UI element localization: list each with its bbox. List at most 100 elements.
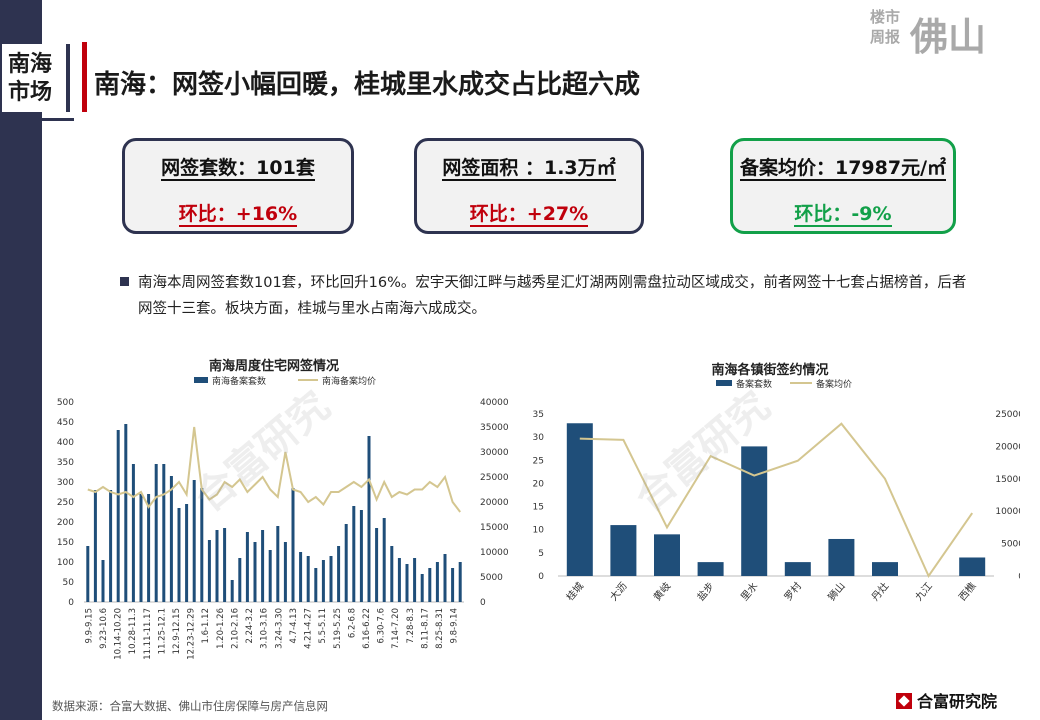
y-tick-label: 50 <box>63 578 75 588</box>
bar <box>784 562 811 576</box>
summary-paragraph: 南海本周网签套数101套，环比回升16%。宏宇天御江畔与越秀星汇灯湖两刚需盘拉动… <box>120 270 980 322</box>
x-tick-label: 9.8-9.14 <box>450 608 460 644</box>
bar <box>435 562 439 602</box>
bar <box>101 560 105 602</box>
bar <box>654 534 680 576</box>
y2-tick-label: 35000 <box>480 423 509 433</box>
company-logo-icon <box>896 693 912 709</box>
kpi-card-price: 备案均价：17987元/㎡ 环比：-9% <box>730 138 956 234</box>
bar <box>458 562 462 602</box>
x-tick-label: 6.16-6.22 <box>362 608 372 649</box>
bar <box>610 525 637 576</box>
x-tick-label: 桂城 <box>563 580 586 604</box>
bar <box>321 560 325 602</box>
y2-tick-label: 40000 <box>480 398 509 408</box>
bar <box>367 436 371 602</box>
data-source: 数据来源：合富大数据、佛山市住房保障与房产信息网 <box>52 699 328 713</box>
x-tick-label: 6.30-7.6 <box>377 608 387 644</box>
bar <box>86 546 90 602</box>
bar <box>566 423 593 576</box>
bar <box>405 564 409 602</box>
brand-big: 佛山 <box>910 15 987 59</box>
bar <box>344 524 348 602</box>
bar <box>154 464 158 602</box>
bar <box>124 424 128 602</box>
y2-tick-label: 5000 <box>480 573 503 583</box>
y-tick-label: 35 <box>533 410 544 420</box>
x-tick-label: 1.6-1.12 <box>201 608 211 644</box>
bar <box>177 508 181 602</box>
y-tick-label: 150 <box>57 538 74 548</box>
y-tick-label: 300 <box>57 478 74 488</box>
x-tick-label: 10.14-10.20 <box>114 608 124 660</box>
bar <box>382 518 386 602</box>
bar <box>314 568 318 602</box>
section-tag-line1: 南海 <box>8 52 53 77</box>
legend-label: 备案均价 <box>816 378 852 390</box>
brand-small-1: 楼市 <box>870 8 901 26</box>
y-tick-label: 10 <box>533 526 545 536</box>
bar <box>162 464 166 602</box>
x-tick-label: 9.23-10.6 <box>99 608 109 649</box>
section-tag: 南海 市场 <box>2 44 70 112</box>
bar <box>215 530 219 602</box>
y2-tick-label: 0 <box>1018 572 1020 582</box>
bar <box>359 510 363 602</box>
bar <box>147 494 151 602</box>
kpi-card-area: 网签面积 ：1.3万㎡ 环比：+27% <box>414 138 644 234</box>
bar <box>139 494 143 602</box>
x-tick-label: 丹灶 <box>868 580 891 604</box>
bar <box>329 556 333 602</box>
legend-label: 南海备案均价 <box>322 375 376 387</box>
x-tick-label: 3.10-3.16 <box>260 608 270 649</box>
bar <box>443 554 447 602</box>
x-tick-label: 11.11-11.17 <box>143 608 153 660</box>
y-tick-label: 400 <box>57 438 74 448</box>
bar <box>959 557 986 576</box>
brand-logo: 楼市 周报 佛山 <box>870 6 1020 59</box>
title-accent-bar <box>82 42 87 112</box>
x-tick-label: 4.21-4.27 <box>304 608 314 649</box>
bullet-square-icon <box>120 277 129 286</box>
kpi-change: 环比：+27% <box>469 203 589 227</box>
bar <box>428 568 432 602</box>
y-tick-label: 100 <box>57 558 74 568</box>
bar <box>697 562 724 576</box>
x-tick-label: 7.14-7.20 <box>391 608 401 649</box>
summary-text: 南海本周网签套数101套，环比回升16%。宏宇天御江畔与越秀星汇灯湖两刚需盘拉动… <box>138 275 967 317</box>
bar <box>223 528 227 602</box>
y2-tick-label: 10000 <box>480 548 509 558</box>
bar <box>420 574 424 602</box>
bar <box>352 506 356 602</box>
y-tick-label: 200 <box>57 518 74 528</box>
x-tick-label: 7.28-8.3 <box>406 608 416 644</box>
legend-label: 南海备案套数 <box>212 375 266 387</box>
x-tick-label: 9.9-9.15 <box>84 608 94 644</box>
y2-tick-label: 20000 <box>995 442 1020 452</box>
x-tick-label: 6.2-6.8 <box>347 608 357 638</box>
x-tick-label: 8.25-8.31 <box>435 608 445 649</box>
bar <box>306 556 310 602</box>
y-tick-label: 5 <box>538 549 544 559</box>
legend-bar-swatch <box>716 380 732 386</box>
y2-tick-label: 5000 <box>1001 540 1020 550</box>
bar <box>413 558 417 602</box>
bar <box>276 526 280 602</box>
x-tick-label: 1.20-1.26 <box>216 608 226 649</box>
y-tick-label: 0 <box>538 572 544 582</box>
series-line <box>579 422 974 579</box>
bar <box>93 490 97 602</box>
bar <box>390 546 394 602</box>
y2-tick-label: 30000 <box>480 448 509 458</box>
kpi-card-units: 网签套数：101套 环比：+16% <box>122 138 354 234</box>
bar <box>337 546 341 602</box>
bar <box>230 580 234 602</box>
kpi-label: 网签套数：101套 <box>161 157 315 181</box>
y-tick-label: 20 <box>533 479 545 489</box>
x-tick-label: 11.25-12.1 <box>157 608 167 654</box>
y2-tick-label: 25000 <box>480 473 509 483</box>
bar <box>238 558 242 602</box>
legend-label: 备案套数 <box>736 378 772 390</box>
